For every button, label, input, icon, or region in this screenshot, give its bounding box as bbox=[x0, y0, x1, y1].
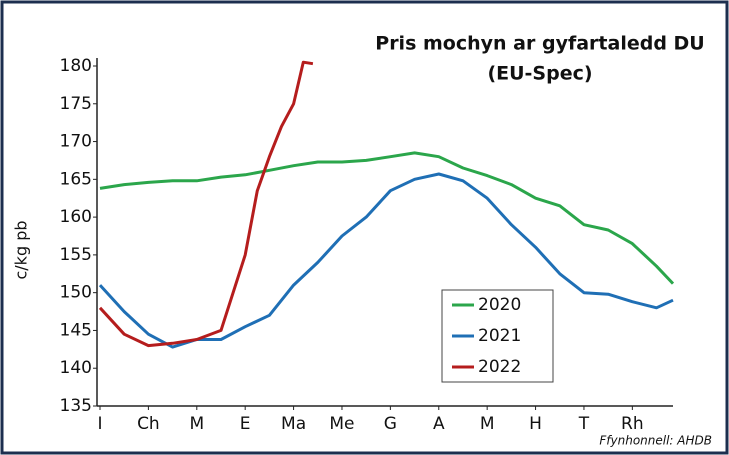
x-tick-label: M bbox=[480, 414, 495, 434]
chart-title: Pris mochyn ar gyfartaledd DU bbox=[375, 33, 704, 55]
x-tick-label: T bbox=[578, 414, 590, 434]
y-tick-label: 135 bbox=[60, 396, 92, 416]
y-axis-label: c/kg pb bbox=[12, 220, 31, 279]
y-tick-label: 155 bbox=[60, 245, 92, 265]
chart-subtitle: (EU-Spec) bbox=[487, 63, 592, 85]
x-tick-label: G bbox=[384, 414, 397, 434]
x-tick-label: Ma bbox=[281, 414, 306, 434]
series-line bbox=[98, 60, 314, 348]
y-tick-label: 150 bbox=[60, 283, 92, 303]
y-tick-label: 165 bbox=[60, 169, 92, 189]
y-tick-label: 170 bbox=[60, 132, 92, 152]
x-tick-label: I bbox=[97, 414, 102, 434]
y-tick-label: 145 bbox=[60, 320, 92, 340]
x-tick-label: Ch bbox=[137, 414, 160, 434]
source-note: Ffynhonnell: AHDB bbox=[599, 434, 712, 448]
y-tick-label: 160 bbox=[60, 207, 92, 227]
y-tick-label: 175 bbox=[60, 94, 92, 114]
x-tick-label: E bbox=[240, 414, 251, 434]
series-line bbox=[99, 151, 675, 285]
x-tick-label: A bbox=[433, 414, 445, 434]
legend-label: 2021 bbox=[478, 326, 521, 346]
legend-label: 2020 bbox=[478, 295, 521, 315]
legend-label: 2022 bbox=[478, 357, 521, 377]
x-tick-label: M bbox=[189, 414, 204, 434]
x-tick-label: Rh bbox=[621, 414, 644, 434]
x-tick-label: Me bbox=[329, 414, 354, 434]
y-tick-label: 140 bbox=[60, 358, 92, 378]
x-tick-label: H bbox=[529, 414, 542, 434]
y-tick-label: 180 bbox=[60, 56, 92, 76]
